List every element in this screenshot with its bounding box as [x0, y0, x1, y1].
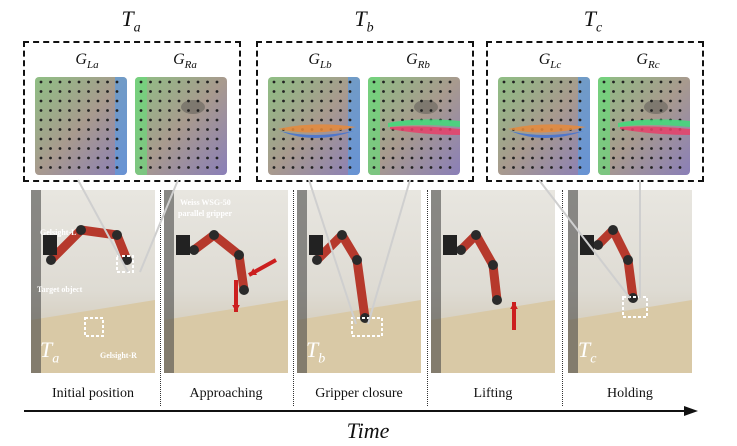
gelsight-image-lb [268, 77, 360, 175]
divider-2 [293, 190, 294, 406]
time-axis-arrow [24, 406, 698, 416]
photo-approaching [164, 190, 288, 373]
gelsight-label-ra: GRa [173, 51, 197, 72]
gelsight-box-b: GLb GRb [256, 41, 474, 182]
time-label-b: Tb [354, 6, 374, 36]
time-label-c: Tc [583, 6, 603, 36]
divider-1 [160, 190, 161, 406]
gelsight-image-rb [368, 77, 460, 175]
gelsight-image-la [35, 77, 127, 175]
gelsight-label-lb: GLb [308, 51, 332, 72]
gelsight-label-rc: GRc [636, 51, 660, 72]
divider-3 [427, 190, 428, 406]
gelsight-r-annotation: Gelsight-R [100, 351, 137, 360]
time-axis-label: Time [346, 418, 390, 443]
divider-4 [562, 190, 563, 406]
caption-lifting: Lifting [473, 386, 513, 401]
caption-gripper-closure: Gripper closure [315, 386, 403, 401]
gelsight-label-la: GLa [75, 51, 99, 72]
gelsight-label-lc: GLc [538, 51, 562, 72]
gelsight-image-ra [135, 77, 227, 175]
caption-approaching: Approaching [189, 386, 263, 401]
gripper-annotation: Weiss WSG-50 [180, 198, 231, 207]
photo-lifting [431, 190, 555, 373]
target-object-annotation: Target object [37, 285, 83, 294]
gelsight-image-rc [598, 77, 690, 175]
gelsight-l-annotation: Gelsight-L [40, 228, 77, 237]
caption-holding: Holding [607, 386, 653, 401]
time-label-a: Ta [121, 6, 141, 36]
gelsight-image-lc [498, 77, 590, 175]
gelsight-label-rb: GRb [406, 51, 430, 72]
caption-initial-position: Initial position [51, 386, 135, 401]
gelsight-box-a: GLa GRa [23, 41, 241, 182]
gripper-sub-annotation: parallel gripper [178, 209, 232, 218]
photo-label-tc: Tc [578, 337, 597, 367]
photo-label-tb: Tb [306, 337, 326, 367]
gelsight-box-c: GLc GRc [486, 41, 704, 182]
photo-label-ta: Ta [40, 337, 60, 367]
